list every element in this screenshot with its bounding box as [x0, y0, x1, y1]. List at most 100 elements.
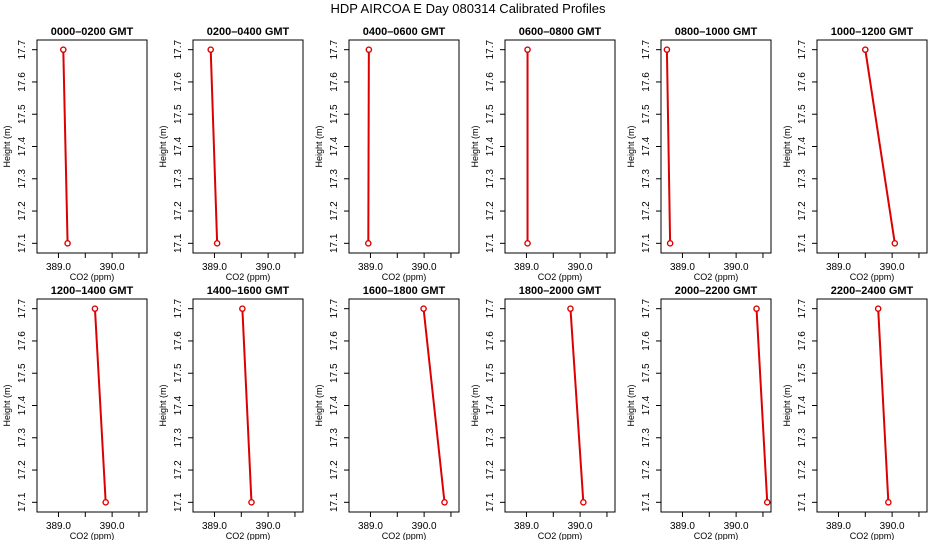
y-tick-label: 17.3	[485, 428, 496, 448]
y-tick-label: 17.4	[641, 395, 652, 415]
data-point	[91, 305, 99, 312]
y-tick-label: 17.7	[797, 40, 808, 60]
x-axis-label: CO2 (ppm)	[694, 272, 739, 282]
data-point	[239, 305, 246, 312]
x-tick-label: 389.0	[670, 262, 695, 273]
y-tick-label: 17.3	[173, 428, 184, 448]
profile-line	[422, 308, 446, 503]
y-tick-label: 17.1	[485, 233, 496, 253]
y-tick-label: 17.6	[173, 72, 184, 92]
y-tick-label: 17.1	[797, 233, 808, 253]
x-axis-label: CO2 (ppm)	[382, 272, 427, 282]
profile-line	[864, 49, 896, 244]
x-axis-label: CO2 (ppm)	[850, 272, 895, 282]
x-tick-label: 389.0	[202, 521, 227, 532]
y-tick-label: 17.1	[485, 492, 496, 512]
data-point	[248, 499, 255, 506]
data-point	[420, 305, 427, 312]
x-axis-label: CO2 (ppm)	[70, 272, 115, 282]
y-tick-label: 17.1	[641, 492, 652, 512]
y-tick-label: 17.1	[329, 492, 340, 512]
y-tick-label: 17.2	[329, 460, 340, 480]
y-tick-label: 17.5	[173, 104, 184, 124]
plot-frame	[816, 39, 928, 254]
y-tick-label: 17.6	[173, 331, 184, 351]
y-tick-label: 17.5	[329, 104, 340, 124]
plot-frame	[192, 298, 304, 513]
plot-frame	[660, 298, 772, 513]
x-tick-label: 390.0	[880, 521, 905, 532]
profile-line	[367, 49, 370, 244]
y-tick-label: 17.7	[329, 40, 340, 60]
panel-title: 1200–1400 GMT	[51, 285, 134, 297]
data-point	[524, 240, 531, 247]
y-tick-label: 17.5	[17, 363, 28, 383]
chart-panel: 2000–2200 GMT 389.0 390.0 17.1 17.2 17.3 17.4 1…	[626, 285, 772, 540]
y-tick-label: 17.5	[485, 104, 496, 124]
y-tick-label: 17.1	[797, 492, 808, 512]
y-tick-label: 17.3	[17, 169, 28, 189]
panel-title: 1000–1200 GMT	[831, 26, 914, 38]
y-tick-label: 17.2	[641, 460, 652, 480]
y-tick-label: 17.3	[641, 428, 652, 448]
x-tick-label: 390.0	[412, 262, 437, 273]
panel-title: 2000–2200 GMT	[675, 285, 758, 297]
y-tick-label: 17.6	[17, 331, 28, 351]
data-point	[666, 240, 674, 247]
panel-title: 1600–1800 GMT	[363, 285, 446, 297]
y-tick-label: 17.7	[485, 40, 496, 60]
x-tick-label: 390.0	[568, 521, 593, 532]
y-tick-label: 17.6	[485, 72, 496, 92]
panel-title: 0600–0800 GMT	[519, 26, 602, 38]
data-point	[753, 305, 760, 312]
y-tick-label: 17.2	[797, 460, 808, 480]
y-axis-label: Height (m)	[2, 125, 12, 167]
x-tick-label: 389.0	[826, 521, 851, 532]
y-axis-label: Height (m)	[470, 384, 480, 426]
chart-panel: 1600–1800 GMT 389.0 390.0 17.1 17.2 17.3 17.4 1…	[314, 285, 460, 540]
y-tick-label: 17.7	[641, 299, 652, 319]
data-point	[891, 240, 899, 247]
data-point	[874, 305, 882, 312]
panel-title: 1800–2000 GMT	[519, 285, 602, 297]
y-tick-label: 17.6	[641, 331, 652, 351]
data-point	[861, 46, 869, 53]
y-tick-label: 17.7	[485, 299, 496, 319]
y-tick-label: 17.3	[641, 169, 652, 189]
y-tick-label: 17.6	[641, 72, 652, 92]
y-tick-label: 17.5	[173, 363, 184, 383]
y-tick-label: 17.1	[329, 233, 340, 253]
y-tick-label: 17.7	[329, 299, 340, 319]
data-point	[365, 240, 372, 247]
x-tick-label: 390.0	[568, 262, 593, 273]
y-tick-label: 17.4	[329, 395, 340, 415]
y-tick-label: 17.4	[17, 395, 28, 415]
data-point	[64, 240, 71, 247]
y-tick-label: 17.5	[797, 104, 808, 124]
y-tick-label: 17.6	[797, 331, 808, 351]
profile-line	[755, 308, 769, 503]
y-axis-label: Height (m)	[158, 384, 168, 426]
panel-title: 0800–1000 GMT	[675, 26, 758, 38]
y-axis-label: Height (m)	[314, 384, 324, 426]
y-tick-label: 17.5	[485, 363, 496, 383]
y-tick-label: 17.4	[173, 136, 184, 156]
y-tick-label: 17.1	[17, 233, 28, 253]
y-tick-label: 17.4	[797, 395, 808, 415]
y-tick-label: 17.2	[173, 460, 184, 480]
y-tick-label: 17.7	[173, 299, 184, 319]
chart-panel: 0200–0400 GMT 389.0 390.0 17.1 17.2 17.3 17.4 1…	[158, 26, 304, 282]
panel-title: 0000–0200 GMT	[51, 26, 134, 38]
y-tick-label: 17.2	[329, 201, 340, 221]
figure-title: HDP AIRCOA E Day 080314 Calibrated Profi…	[330, 1, 606, 16]
data-point	[365, 46, 373, 53]
x-axis-label: CO2 (ppm)	[226, 531, 271, 540]
plot-frame	[192, 39, 304, 254]
x-tick-label: 390.0	[100, 521, 125, 532]
y-tick-label: 17.5	[329, 363, 340, 383]
x-axis-label: CO2 (ppm)	[70, 531, 115, 540]
y-tick-label: 17.7	[17, 299, 28, 319]
y-tick-label: 17.1	[641, 233, 652, 253]
chart-panel: 0600–0800 GMT 389.0 390.0 17.1 17.2 17.3 17.4 1…	[470, 26, 616, 282]
x-axis-label: CO2 (ppm)	[538, 531, 583, 540]
